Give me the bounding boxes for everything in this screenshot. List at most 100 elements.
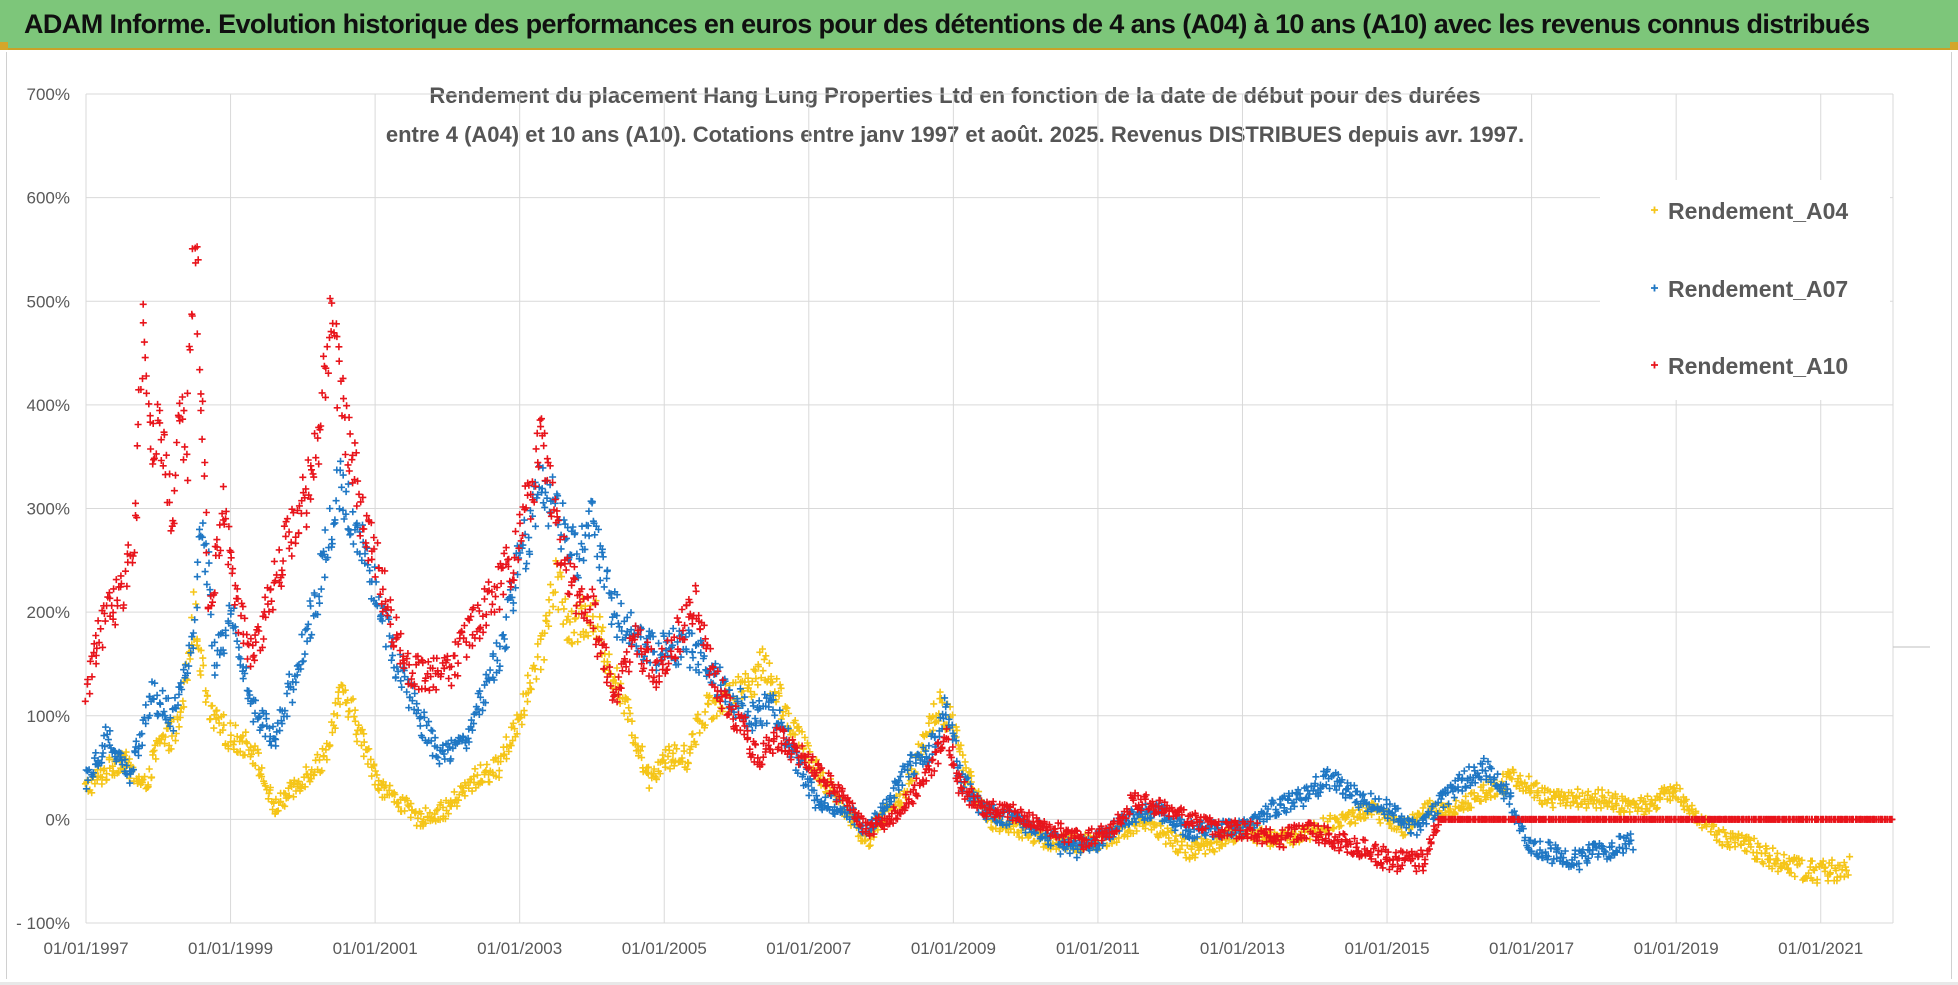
data-point bbox=[206, 586, 214, 594]
data-point bbox=[914, 740, 922, 748]
data-point bbox=[560, 605, 568, 613]
data-point bbox=[559, 499, 567, 507]
data-point bbox=[638, 743, 646, 751]
data-point bbox=[90, 769, 97, 777]
data-point bbox=[1199, 840, 1207, 847]
data-point bbox=[272, 735, 280, 743]
data-point bbox=[331, 724, 339, 732]
data-point bbox=[577, 540, 585, 548]
data-point bbox=[603, 574, 611, 582]
data-point bbox=[538, 485, 546, 493]
data-point bbox=[239, 675, 247, 683]
data-point bbox=[189, 629, 197, 637]
data-point bbox=[558, 573, 565, 581]
data-point bbox=[1183, 841, 1191, 849]
data-point bbox=[161, 712, 169, 720]
data-point bbox=[1721, 829, 1729, 836]
data-point bbox=[749, 699, 757, 707]
data-point bbox=[734, 673, 742, 681]
data-point bbox=[706, 692, 713, 700]
data-point bbox=[243, 631, 251, 639]
data-point bbox=[475, 607, 483, 615]
data-point bbox=[773, 675, 781, 683]
data-point bbox=[303, 523, 310, 531]
data-point bbox=[1688, 805, 1696, 813]
data-point bbox=[509, 737, 517, 745]
data-point bbox=[148, 773, 156, 781]
data-point bbox=[934, 760, 942, 768]
data-point bbox=[372, 578, 380, 586]
data-point bbox=[269, 806, 277, 813]
data-point bbox=[180, 456, 187, 464]
data-point bbox=[591, 600, 599, 608]
data-point bbox=[624, 715, 632, 723]
data-point bbox=[303, 637, 311, 645]
data-point bbox=[316, 599, 323, 607]
data-point bbox=[537, 423, 545, 431]
data-point bbox=[930, 700, 938, 708]
data-point bbox=[167, 527, 175, 535]
data-point bbox=[260, 635, 268, 643]
data-point bbox=[367, 755, 375, 763]
data-point bbox=[539, 464, 547, 472]
data-point bbox=[547, 581, 554, 589]
data-point bbox=[1422, 820, 1430, 828]
data-point bbox=[178, 393, 186, 401]
data-point bbox=[255, 749, 262, 757]
data-point bbox=[420, 816, 428, 823]
data-point bbox=[1488, 785, 1496, 793]
data-point bbox=[236, 747, 244, 755]
data-point bbox=[1505, 800, 1513, 808]
data-point bbox=[336, 466, 344, 474]
data-point bbox=[1768, 865, 1776, 873]
data-point bbox=[1549, 804, 1557, 811]
data-point bbox=[1731, 843, 1739, 851]
data-point bbox=[874, 826, 882, 834]
data-point bbox=[477, 761, 484, 769]
data-point bbox=[539, 499, 547, 507]
data-point bbox=[407, 813, 415, 821]
data-point bbox=[265, 789, 273, 797]
header-title: ADAM Informe. Evolution historique des p… bbox=[24, 8, 1870, 39]
data-point bbox=[199, 661, 207, 669]
data-point bbox=[507, 742, 515, 750]
data-point bbox=[342, 488, 350, 496]
data-point bbox=[341, 451, 349, 458]
data-point bbox=[219, 726, 227, 734]
data-point bbox=[752, 675, 760, 683]
data-point bbox=[371, 767, 379, 775]
data-point bbox=[351, 717, 359, 725]
data-point bbox=[104, 736, 112, 744]
data-point bbox=[328, 729, 336, 736]
data-point bbox=[121, 756, 129, 764]
data-point bbox=[210, 711, 218, 719]
data-point bbox=[392, 673, 400, 681]
data-point bbox=[1784, 864, 1792, 872]
data-point bbox=[626, 658, 634, 666]
data-point bbox=[588, 585, 596, 593]
data-point bbox=[370, 534, 378, 541]
data-point bbox=[393, 663, 401, 671]
data-point bbox=[959, 751, 967, 759]
data-point bbox=[656, 770, 664, 778]
data-point bbox=[184, 669, 191, 677]
data-point bbox=[1787, 869, 1795, 877]
data-point bbox=[197, 390, 205, 398]
data-point bbox=[1637, 794, 1645, 802]
data-point bbox=[220, 649, 228, 657]
data-point bbox=[1611, 790, 1619, 798]
data-point bbox=[570, 629, 578, 637]
data-point bbox=[1840, 859, 1848, 866]
data-point bbox=[1826, 869, 1834, 877]
data-point bbox=[532, 675, 540, 683]
data-point bbox=[345, 414, 353, 421]
data-point bbox=[541, 503, 549, 511]
data-point bbox=[180, 666, 188, 674]
data-point bbox=[139, 300, 147, 308]
data-point bbox=[336, 505, 343, 513]
data-point bbox=[447, 682, 455, 690]
data-point bbox=[203, 692, 211, 699]
data-point bbox=[1426, 797, 1434, 805]
data-point bbox=[323, 343, 331, 351]
data-point bbox=[486, 666, 494, 674]
